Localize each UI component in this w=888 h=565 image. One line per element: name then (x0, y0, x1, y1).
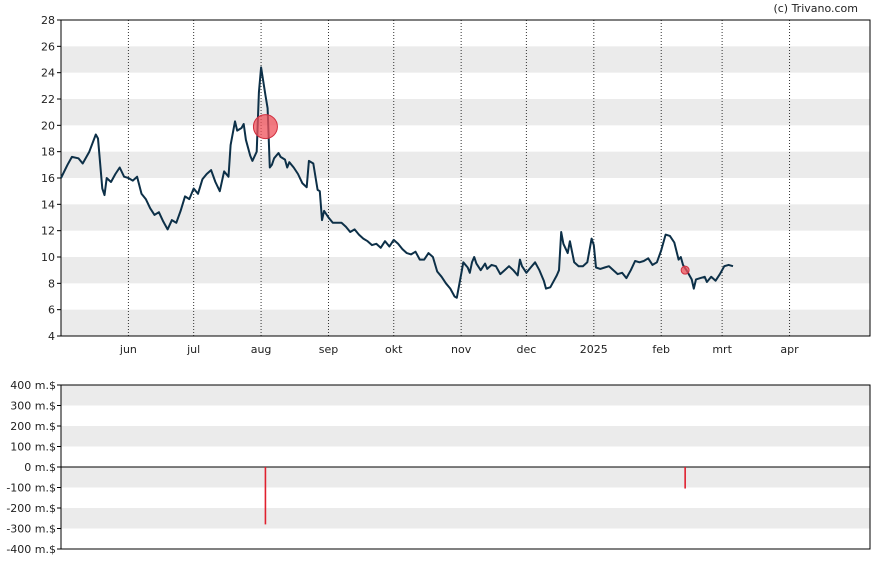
price-chart: jun jul aug sep okt nov dec 2025 feb mrt apr 4 6 8 10 1… (41, 14, 871, 356)
y-tick-label: 8 (48, 277, 55, 290)
y-tick-label: 10 (41, 251, 55, 264)
event-marker (252, 114, 278, 140)
y-tick-label: 200 m.$ (10, 420, 56, 433)
y-tick-label: 6 (48, 304, 55, 317)
y-tick-label: 12 (41, 225, 55, 238)
y-tick-label: 400 m.$ (10, 379, 56, 392)
y-tick-label: 18 (41, 146, 55, 159)
y-tick-label: 14 (41, 198, 55, 211)
band-stripe (61, 309, 870, 336)
y-tick-label: 0 m.$ (24, 461, 56, 474)
y-tick-label: 20 (41, 119, 55, 132)
y-tick-label: 100 m.$ (10, 441, 56, 454)
x-tick-label: dec (516, 343, 536, 356)
band-stripe (61, 204, 870, 231)
y-tick-label: -100 m.$ (6, 482, 56, 495)
flow-bar-chart: 400 m.$ 300 m.$ 200 m.$ 100 m.$ 0 m.$ -100 m.… (6, 379, 871, 556)
y-tick-label: 28 (41, 14, 55, 27)
watermark: (c) Trivano.com (773, 2, 858, 15)
x-tick-label: mrt (712, 343, 732, 356)
band-stripe (61, 467, 870, 488)
y-tick-label: -400 m.$ (6, 543, 56, 556)
band-stripe (61, 508, 870, 529)
band-stripe (61, 426, 870, 447)
y-tick-label: 300 m.$ (10, 400, 56, 413)
band-stripe (61, 99, 870, 126)
x-tick-label: aug (251, 343, 272, 356)
x-tick-label: feb (652, 343, 670, 356)
x-tick-label: apr (780, 343, 799, 356)
y-tick-label: 26 (41, 40, 55, 53)
band-stripe (61, 257, 870, 284)
x-tick-label: okt (385, 343, 403, 356)
x-tick-label: jun (119, 343, 137, 356)
band-stripe (61, 385, 870, 406)
x-tick-label: nov (451, 343, 472, 356)
price-line (60, 66, 734, 299)
x-tick-label: 2025 (580, 343, 608, 356)
x-tick-label: jul (186, 343, 200, 356)
x-tick-label: sep (319, 343, 338, 356)
band-stripe (61, 46, 870, 73)
band-stripe (61, 151, 870, 178)
event-marker (680, 265, 690, 275)
y-tick-label: -200 m.$ (6, 502, 56, 515)
y-tick-label: 16 (41, 172, 55, 185)
y-tick-label: -300 m.$ (6, 523, 56, 536)
y-tick-label: 24 (41, 67, 55, 80)
y-tick-label: 4 (48, 330, 55, 343)
y-tick-label: 22 (41, 93, 55, 106)
